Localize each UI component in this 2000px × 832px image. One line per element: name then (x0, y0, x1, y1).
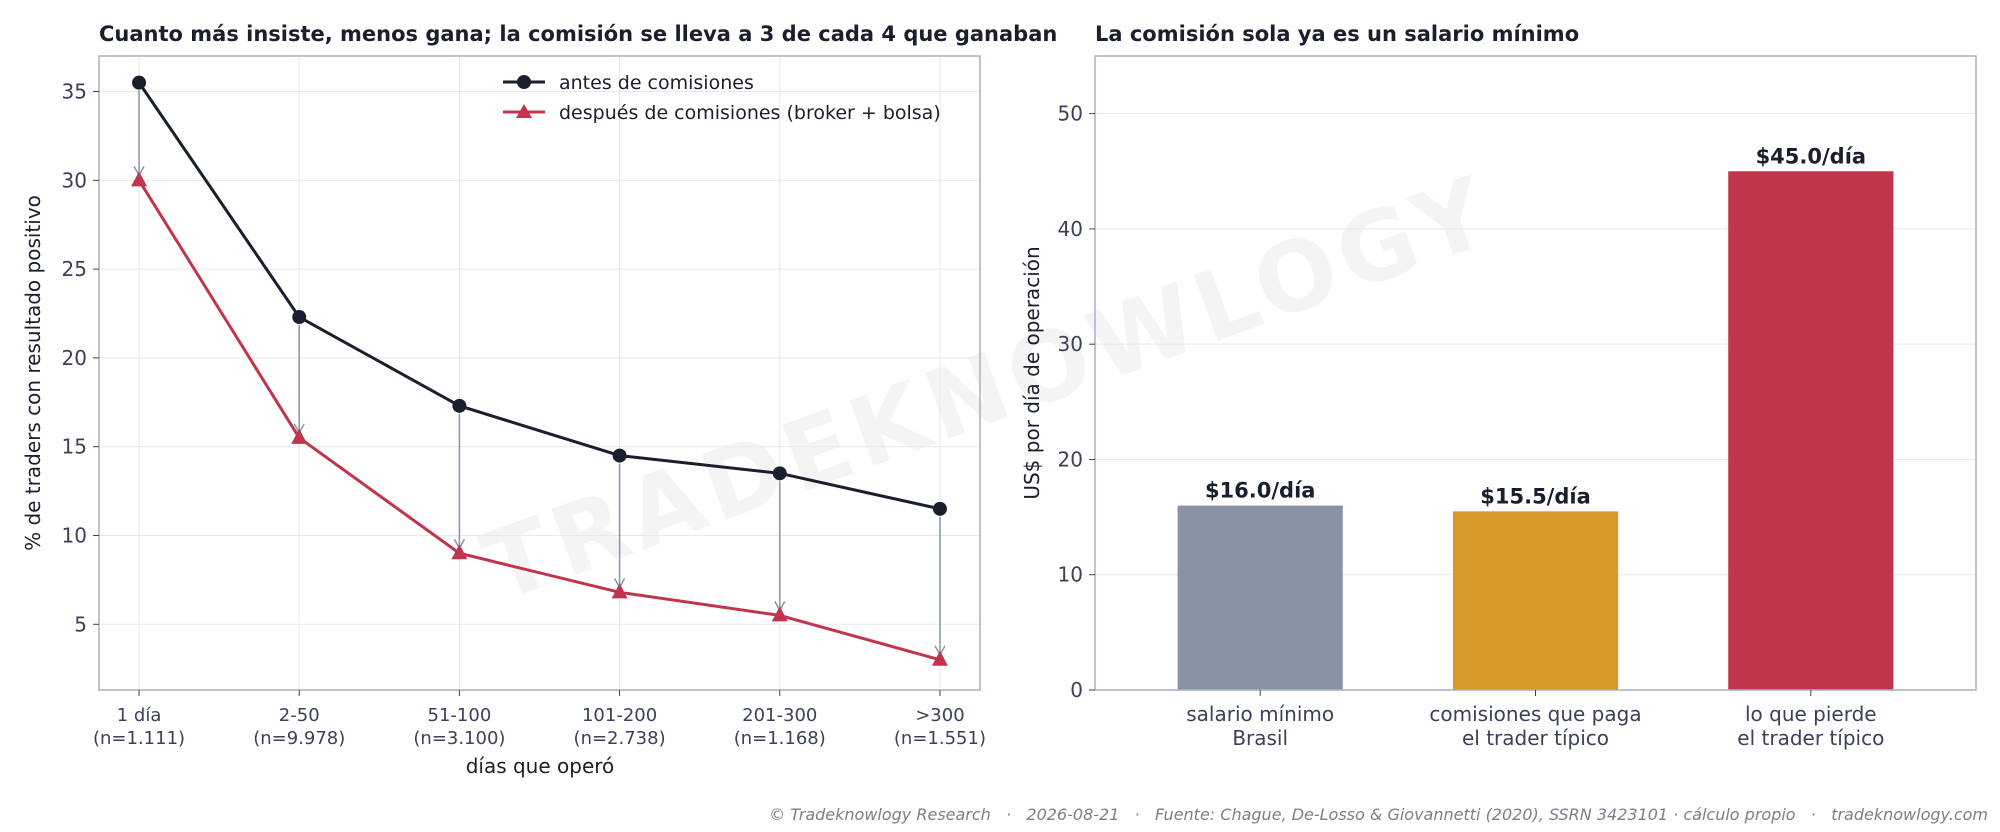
y-tick-label: 30 (1058, 332, 1083, 356)
y-tick-label: 35 (62, 80, 87, 104)
x-tick-label: salario mínimo (1186, 702, 1334, 726)
data-point-before (612, 448, 627, 463)
x-tick-sublabel: (n=1.168) (734, 728, 826, 749)
line-chart-x-ticks: 1 día(n=1.111) 2-50(n=9.978) 51-100(n=3.10… (93, 690, 986, 749)
bar-chart-y-ticks: 0 10 20 30 40 50 (1058, 102, 1095, 702)
x-tick-label: el trader típico (1462, 726, 1609, 750)
data-point-before (292, 310, 307, 325)
legend-marker-before (517, 75, 531, 89)
x-tick-label: Brasil (1232, 726, 1288, 750)
series-line-before (137, 81, 941, 511)
legend-marker-after (516, 104, 532, 118)
bar-value-label: $16.0/día (1205, 479, 1316, 503)
x-tick-sublabel: (n=9.978) (253, 728, 345, 749)
data-point-before (132, 75, 147, 90)
data-point-after (931, 650, 948, 666)
data-point-before (772, 466, 787, 481)
x-tick-sublabel: (n=3.100) (413, 728, 505, 749)
bar (1452, 511, 1619, 690)
line-chart-series (131, 75, 948, 666)
x-tick-label: comisiones que paga (1429, 702, 1641, 726)
line-chart-title: Cuanto más insiste, menos gana; la comis… (99, 22, 1057, 46)
line-chart-x-axis-label: días que operó (466, 754, 615, 778)
y-tick-label: 10 (1058, 563, 1083, 587)
bar (1728, 171, 1894, 691)
x-tick-label: 2-50 (279, 705, 320, 726)
line-chart-frame (98, 55, 981, 691)
data-point-after (771, 606, 788, 622)
x-tick-label: >300 (915, 705, 964, 726)
x-tick-sublabel: (n=1.551) (894, 728, 986, 749)
legend-label-after: después de comisiones (broker + bolsa) (559, 102, 941, 124)
series-line-after (137, 179, 941, 662)
bar-chart-bars: $16.0/día $15.5/día $45.0/día (1177, 144, 1894, 691)
data-point-before (452, 398, 467, 413)
data-point-before (932, 501, 947, 516)
legend-label-before: antes de comisiones (559, 72, 754, 94)
y-tick-label: 0 (1070, 678, 1083, 702)
line-chart: Cuanto más insiste, menos gana; la comis… (21, 22, 1057, 778)
line-chart-legend: antes de comisiones después de comisione… (503, 72, 941, 124)
data-point-after (611, 583, 628, 599)
bar-chart-y-axis-label: US$ por día de operación (1020, 246, 1044, 499)
x-tick-label: 201-300 (742, 705, 817, 726)
y-tick-label: 10 (62, 523, 87, 547)
footer-credit: © Tradeknowlogy Research · 2026-08-21 · … (769, 805, 1988, 824)
line-chart-y-axis-label: % de traders con resultado positivo (21, 195, 45, 551)
y-tick-label: 50 (1058, 102, 1083, 126)
y-tick-label: 5 (74, 612, 87, 636)
data-point-after (131, 171, 148, 187)
bar-value-label: $15.5/día (1480, 484, 1591, 508)
y-tick-label: 40 (1058, 217, 1083, 241)
y-tick-label: 30 (62, 168, 87, 192)
x-tick-label: el trader típico (1737, 726, 1884, 750)
y-tick-label: 20 (1058, 447, 1083, 471)
bar-value-label: $45.0/día (1756, 144, 1867, 168)
data-point-after (291, 428, 308, 444)
y-tick-label: 20 (62, 346, 87, 370)
x-tick-label: 1 día (117, 705, 162, 726)
x-tick-label: lo que pierde (1745, 702, 1877, 726)
x-tick-label: 51-100 (428, 705, 492, 726)
x-tick-label: 101-200 (582, 705, 657, 726)
x-tick-sublabel: (n=1.111) (93, 728, 185, 749)
bar-chart-title: La comisión sola ya es un salario mínimo (1095, 22, 1579, 46)
y-tick-label: 25 (62, 257, 87, 281)
bar (1177, 505, 1343, 690)
data-point-after (451, 544, 468, 560)
bar-chart: La comisión sola ya es un salario mínimo… (1020, 22, 1977, 750)
line-chart-y-ticks: 5 10 15 20 25 30 35 (62, 80, 99, 636)
watermark: TRADEKNOWLOGY (469, 154, 1508, 623)
x-tick-sublabel: (n=2.738) (574, 728, 666, 749)
y-tick-label: 15 (62, 435, 87, 459)
